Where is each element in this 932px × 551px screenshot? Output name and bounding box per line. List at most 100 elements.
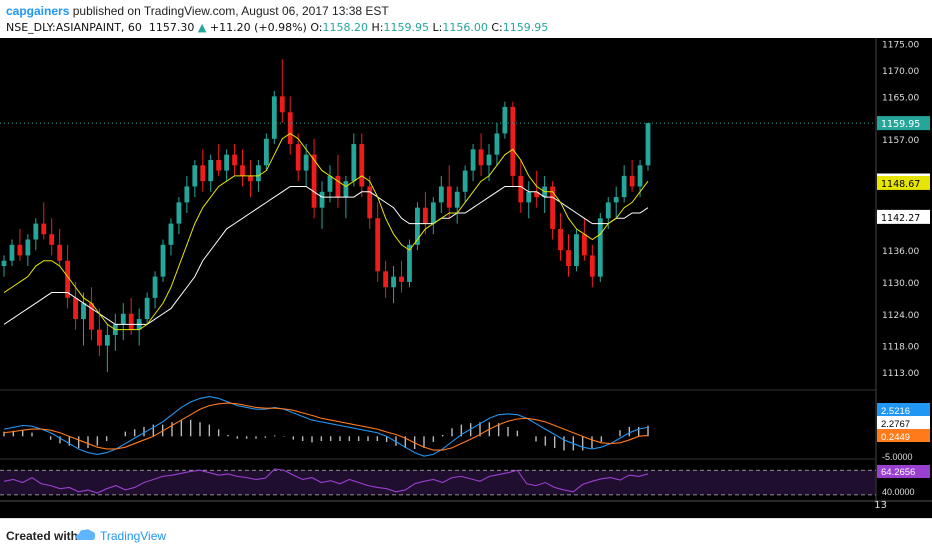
price-change: +11.20 (+0.98%) — [209, 21, 307, 34]
candle-body — [184, 186, 190, 203]
rsi-axis-tick: 40.0000 — [882, 487, 915, 497]
candle-body — [295, 144, 301, 171]
author-link[interactable]: capgainers — [6, 4, 70, 18]
candle-body — [65, 260, 71, 298]
price-axis-tick: 1170.00 — [882, 67, 919, 77]
candle-body — [454, 191, 460, 208]
chart-header: capgainers published on TradingView.com,… — [0, 0, 932, 38]
candle-body — [613, 197, 619, 203]
candle-body — [287, 112, 293, 145]
macd-axis-tick: -5.0000 — [882, 452, 913, 462]
price-axis-tick: 1165.00 — [882, 93, 919, 103]
candle-body — [446, 186, 452, 208]
rsi-value-label: 64.2656 — [881, 467, 915, 478]
candle-body — [144, 297, 150, 320]
candle-body — [383, 271, 389, 288]
candle-body — [502, 106, 508, 134]
candle-body — [399, 276, 404, 282]
macd-label-box — [877, 403, 930, 416]
time-axis-label: 13 — [874, 500, 887, 511]
price-label-box — [877, 175, 930, 190]
candle-body — [558, 228, 563, 251]
price-axis-tick: 1124.00 — [882, 311, 919, 321]
candle-body — [415, 207, 420, 245]
candle-body — [407, 244, 412, 282]
created-with-text: Created with — [6, 529, 79, 543]
candle-body — [200, 165, 206, 182]
candle-body — [176, 202, 182, 224]
candle-body — [486, 154, 492, 166]
trading-chart[interactable]: 1175.001170.001165.001157.001149.131142.… — [0, 38, 932, 518]
candle-body — [645, 123, 651, 166]
candle-body — [279, 96, 285, 113]
candle-body — [97, 329, 102, 346]
candle-body — [581, 234, 587, 256]
low-value: 1156.00 — [442, 21, 488, 34]
moving-average-white-line — [3, 185, 649, 325]
chart-background — [0, 38, 932, 518]
macd-value-label: 2.2767 — [881, 419, 910, 430]
close-value: 1159.95 — [502, 21, 549, 34]
candle-body — [335, 175, 341, 198]
footer: Created with TradingView — [0, 518, 932, 551]
candle-body — [248, 175, 253, 182]
macd-label-box — [877, 416, 930, 429]
candle-body — [375, 218, 381, 272]
last-price: 1157.30 — [148, 21, 195, 34]
candle-body — [430, 202, 436, 224]
high-value: 1159.95 — [383, 21, 429, 34]
candle-body — [152, 276, 158, 298]
macd-value-label: 2.5216 — [881, 406, 910, 417]
candle-body — [462, 170, 468, 192]
symbol-info: NSE_DLY:ASIANPAINT, 60 1157.30 ▲ +11.20 … — [6, 21, 548, 34]
candle-body — [303, 154, 309, 171]
candle-body — [232, 154, 237, 166]
candle-body — [263, 138, 269, 166]
candle-body — [422, 207, 428, 224]
candle-body — [208, 159, 214, 182]
candle-body — [224, 154, 230, 171]
macd-label-box — [877, 429, 930, 442]
symbol-label: NSE_DLY:ASIANPAINT, 60 — [6, 21, 142, 34]
rsi-band-fill — [0, 470, 876, 495]
publish-text: published on TradingView.com, August 06,… — [72, 4, 389, 18]
candle-body — [359, 144, 365, 187]
macd-value-label: 0.2449 — [881, 432, 910, 443]
candle-body — [589, 255, 595, 277]
candle-body — [240, 165, 245, 176]
candle-body — [367, 186, 373, 219]
price-label: 1148.67 — [881, 179, 920, 190]
candle-body — [597, 218, 603, 277]
open-label: O: — [310, 21, 323, 34]
macd-line — [3, 396, 649, 457]
candle-body — [566, 250, 571, 267]
price-axis-tick: 1113.00 — [882, 369, 919, 379]
candle-body — [41, 223, 47, 235]
candle-body — [510, 106, 516, 176]
candle-body — [391, 276, 396, 288]
candle-body — [81, 303, 86, 320]
price-axis-tick: 1136.00 — [882, 247, 919, 257]
close-label: C: — [491, 21, 503, 34]
candle-body — [470, 149, 476, 171]
candle-body — [526, 191, 532, 203]
candle-body — [621, 175, 627, 198]
candle-body — [1, 260, 7, 267]
rsi-label-box — [877, 465, 930, 478]
price-axis-tick: 1118.00 — [882, 343, 919, 353]
tradingview-brand-link[interactable]: TradingView — [100, 529, 167, 543]
candle-body — [518, 175, 524, 203]
price-label-box — [877, 209, 930, 224]
price-label: 1142.27 — [881, 213, 920, 224]
candle-body — [574, 234, 579, 267]
candle-body — [33, 223, 39, 240]
candle-body — [438, 186, 444, 203]
price-axis-tick: 1157.00 — [882, 136, 919, 146]
candle-body — [168, 223, 174, 245]
candle-body — [494, 133, 500, 155]
candle-body — [629, 175, 635, 187]
candle-body — [120, 313, 126, 325]
candle-body — [192, 165, 198, 187]
candle-body — [534, 191, 540, 198]
high-label: H: — [371, 21, 384, 34]
